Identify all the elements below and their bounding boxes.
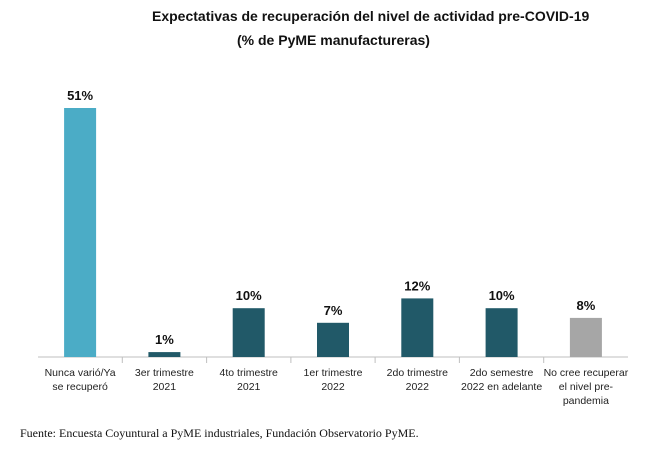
category-label-5: 2do trimestre 2022 (387, 367, 448, 393)
chart-title: Expectativas de recuperación del nivel d… (152, 8, 590, 24)
bar-6 (485, 308, 518, 357)
category-label-4: 1er trimestre 2022 (304, 367, 363, 393)
data-label-3: 10% (236, 288, 262, 303)
source-note: Fuente: Encuesta Coyuntural a PyME indus… (20, 426, 419, 440)
data-label-6: 10% (489, 288, 515, 303)
category-label-2: 3er trimestre 2021 (135, 367, 194, 393)
bar-4 (317, 322, 349, 357)
bar-5 (401, 298, 434, 357)
bar-2 (148, 352, 181, 357)
data-label-1: 51% (67, 88, 93, 103)
category-label-3: 4to trimestre 2021 (220, 367, 279, 393)
bar-chart: 51% Nunca varió/Ya se recuperó 1% 3er trimes… (38, 88, 629, 407)
bar-7 (569, 317, 602, 357)
bar-3 (232, 308, 265, 357)
category-label-6: 2do semestre 2022 en adelante (461, 367, 542, 393)
category-label-7: No cree recuperar el nivel pre-pandemia (544, 367, 629, 407)
bar-1 (64, 108, 97, 357)
data-label-4: 7% (324, 303, 343, 318)
category-label-1: Nunca varió/Ya se recuperó (45, 367, 116, 393)
data-label-7: 8% (577, 298, 596, 313)
data-label-2: 1% (155, 332, 174, 347)
chart-subtitle: (% de PyME manufactureras) (237, 32, 430, 48)
data-label-5: 12% (404, 278, 430, 293)
